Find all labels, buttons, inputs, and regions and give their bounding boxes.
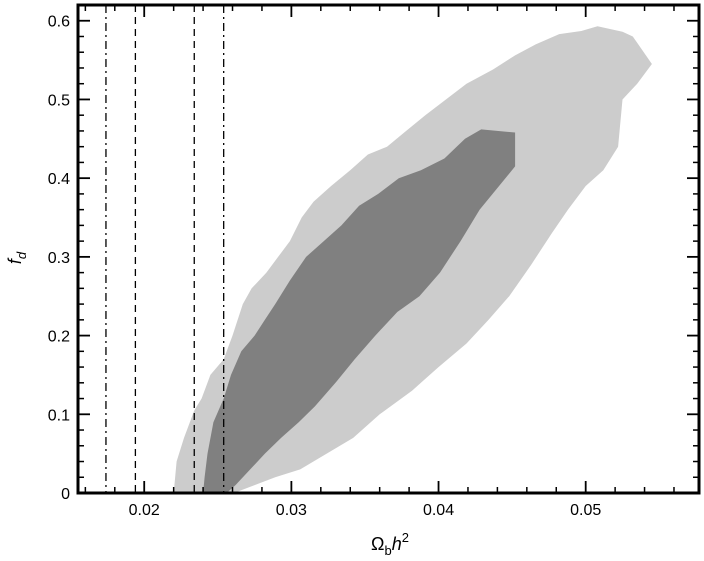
x-axis-label: Ωbh2 (371, 530, 409, 558)
x-tick-labels: 0.02 0.03 0.04 0.05 (129, 502, 602, 519)
y-tick-label: 0.5 (48, 92, 70, 109)
y-tick-label: 0.4 (48, 171, 70, 188)
x-axis-label-tail: h (392, 534, 402, 554)
y-tick-label: 0.2 (48, 329, 70, 346)
x-axis-label-sub: b (384, 543, 391, 558)
y-tick-label: 0.6 (48, 14, 70, 31)
x-tick-label: 0.04 (423, 502, 454, 519)
contour-inner (203, 129, 516, 493)
plot-frame (76, 3, 701, 495)
contour-layer (173, 26, 652, 494)
y-axis-label-main: f (5, 257, 25, 264)
x-axis-label-main: Ω (371, 534, 384, 554)
x-tick-label: 0.03 (276, 502, 307, 519)
y-tick-labels: 0 0.1 0.2 0.3 0.4 0.5 0.6 (48, 14, 70, 503)
y-axis-label-sub: d (14, 251, 29, 259)
x-axis-label-sup: 2 (402, 530, 409, 545)
x-tick-label: 0.02 (129, 502, 160, 519)
y-tick-label: 0 (61, 486, 70, 503)
reference-lines (105, 5, 225, 493)
y-tick-label: 0.3 (48, 250, 70, 267)
y-tick-label: 0.1 (48, 407, 70, 424)
x-tick-label: 0.05 (570, 502, 601, 519)
y-axis-label: fd (5, 251, 29, 264)
